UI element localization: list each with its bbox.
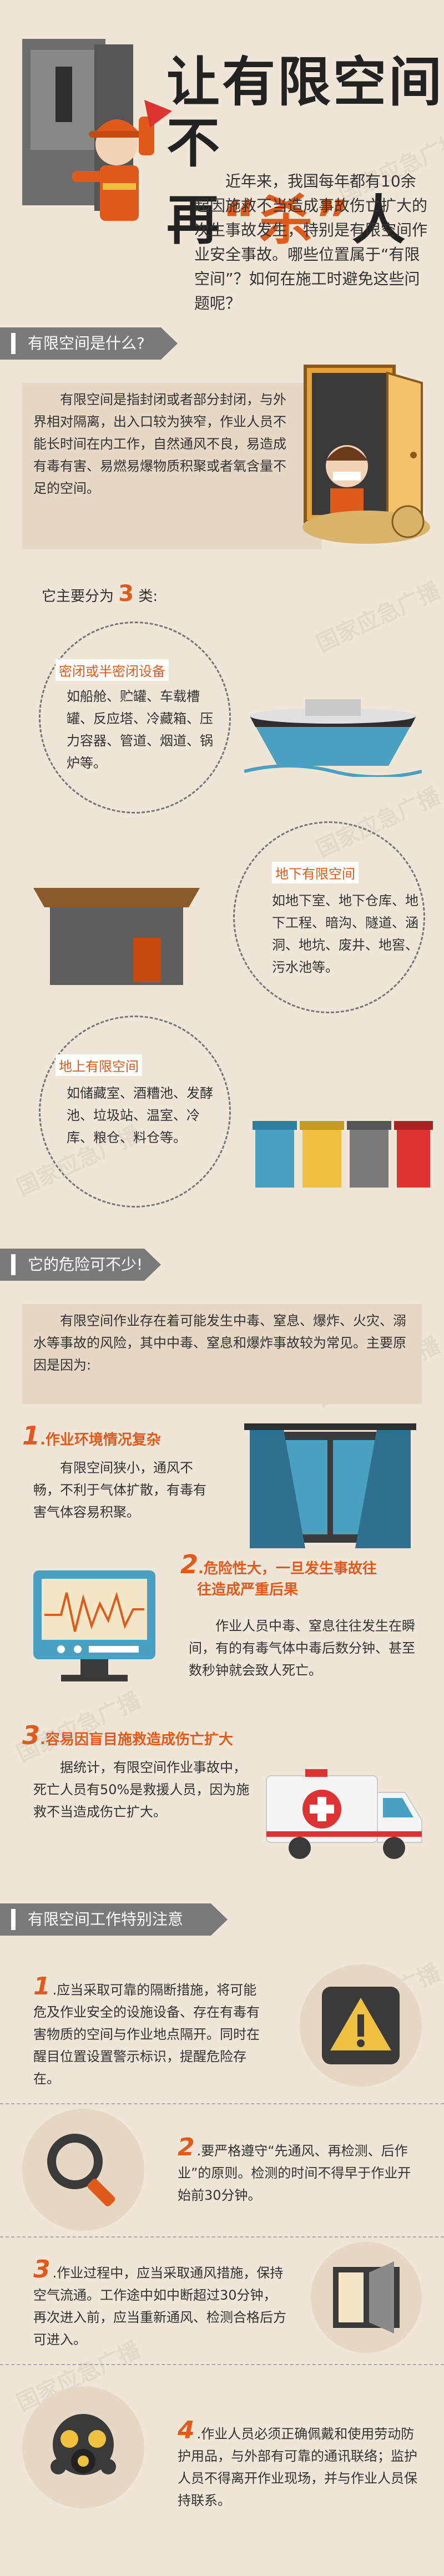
category-text: 如船舱、贮罐、车载槽罐、反应塔、冷藏箱、压力容器、管道、烟道、锅炉等。 [67,689,213,771]
category-text: 如地下室、地下仓库、地下工程、暗沟、隧道、涵洞、地坑、废井、地窖、污水池等。 [272,893,418,975]
categories-intro-text: 它主要分为 [42,588,114,605]
category-circle [233,821,425,1013]
tip-text: 4 .作业人员必须正确佩戴和使用劳动防护用品，与外部有可靠的通讯联络；监护人员不得… [178,2418,427,2512]
point-title-text: .危险性大，一旦发生事故往 [198,1560,377,1577]
danger-point-text: 有限空间狭小，通风不畅，不利于气体扩散，有毒有害气体容易积聚。 [33,1460,206,1520]
category-text: 如储藏室、酒糟池、发酵池、垃圾站、温室、冷库、粮仓、料仓等。 [67,1085,213,1145]
trash-bins-icon [253,1121,433,1188]
point-title-text: 往造成严重后果 [197,1582,299,1598]
tip-number: 3 [33,2255,51,2284]
point-number: 2 [180,1549,199,1579]
window-icon [244,1423,416,1548]
danger-point-title: 2.危险性大，一旦发生事故往 往造成严重后果 [180,1552,425,1600]
danger-point-title: 3.容易因盲目施救造成伤亡扩大 [22,1720,233,1750]
tip-body: .作业过程中，应当采取通风措施，保持空气流通。工作途中如中断超过30分钟，再次进… [33,2265,286,2347]
page-title-line1: 让有限空间 [167,51,444,113]
point-title-text: .容易因盲目施救造成伤亡扩大 [40,1731,233,1748]
category-circle [39,1016,231,1208]
definition-box [22,383,322,549]
tip-number: 4 [178,2416,195,2444]
danger-point-title: 1.作业环境情况复杂 [22,1421,161,1451]
danger-intro: 有限空间作业存在着可能发生中毒、窒息、爆炸、火灾、溺水等事故的风险，其中中毒、窒… [33,1313,406,1373]
title-part: 不再 [167,112,222,251]
category-label: 地下有限空间 [272,862,359,883]
divider [0,2364,444,2365]
warning-icon [322,1987,400,2064]
category-circle [39,622,231,814]
danger-point-text: 据统计，有限空间作业事故中，死亡人员有50%是救援人员，因为施救不当造成伤亡扩大… [33,1760,250,1820]
tip-text: 3 .作业过程中，应当采取通风措施，保持空气流通。工作途中如中断超过30分钟，再次… [33,2257,289,2351]
category-label: 地上有限空间 [56,1054,142,1076]
tip-number: 2 [178,2133,195,2161]
title-part: 人 [352,189,408,251]
point-number: 3 [22,1720,41,1750]
gas-mask-icon [51,2414,116,2475]
divider [0,2103,444,2104]
magnifier-icon [47,2134,115,2206]
vent-window-icon [333,2261,400,2333]
categories-count: 3 [118,581,134,607]
intro-box [22,1304,422,1404]
tip-body: .作业人员必须正确佩戴和使用劳动防护用品，与外部有可靠的通讯联络；监护人员不得离… [178,2426,417,2508]
danger-point-text: 作业人员中毒、窒息往往发生在瞬间，有的有毒气体中毒后数分钟、甚至数秒钟就会致人死… [189,1618,415,1678]
categories-intro-suffix: 类: [138,588,158,605]
definition-text: 有限空间是指封闭或者部分封闭，与外界相对隔离，出入口较为狭窄，作业人员不能长时间… [33,392,286,496]
section-title: 有限空间是什么? [0,327,178,360]
point-title-text: .作业环境情况复杂 [40,1432,161,1448]
ship-icon [244,699,422,777]
tip-text: 1 .应当采取可靠的隔断措施，将可能危及作业安全的设施设备、存在有毒有害物质的空间… [33,1974,266,2090]
ambulance-icon [266,1769,422,1859]
underground-icon [33,888,200,985]
section-title: 有限空间工作特别注意 [0,1903,228,1936]
tip-body: .应当采取可靠的隔断措施，将可能危及作业安全的设施设备、存在有毒有害物质的空间与… [33,1982,260,2087]
worker-icon [22,39,172,221]
monitor-icon [33,1570,155,1681]
watermark: 国家应急广播 [312,578,444,658]
category-label: 密闭或半密闭设备 [56,659,169,681]
intro-paragraph: 近年来，我国每年都有10余起因施救不当造成事故伤亡扩大的次生事故发生，特别是有限… [194,172,428,312]
categories-intro: 它主要分为 3 类: [42,583,158,608]
door-icon [302,365,430,544]
tip-text: 2 .要严格遵守“先通风、再检测、后作业”的原则。检测的时间不得早于作业开始前30… [178,2133,422,2206]
tip-number: 1 [33,1972,51,2001]
tip-body: .要严格遵守“先通风、再检测、后作业”的原则。检测的时间不得早于作业开始前30分… [178,2143,411,2203]
title-highlight: “杀” [222,189,352,251]
divider [0,2236,444,2237]
section-title: 它的危险可不少! [0,1249,161,1281]
page-title-line2: 不再“杀”人 [167,100,444,254]
point-number: 1 [22,1421,41,1451]
